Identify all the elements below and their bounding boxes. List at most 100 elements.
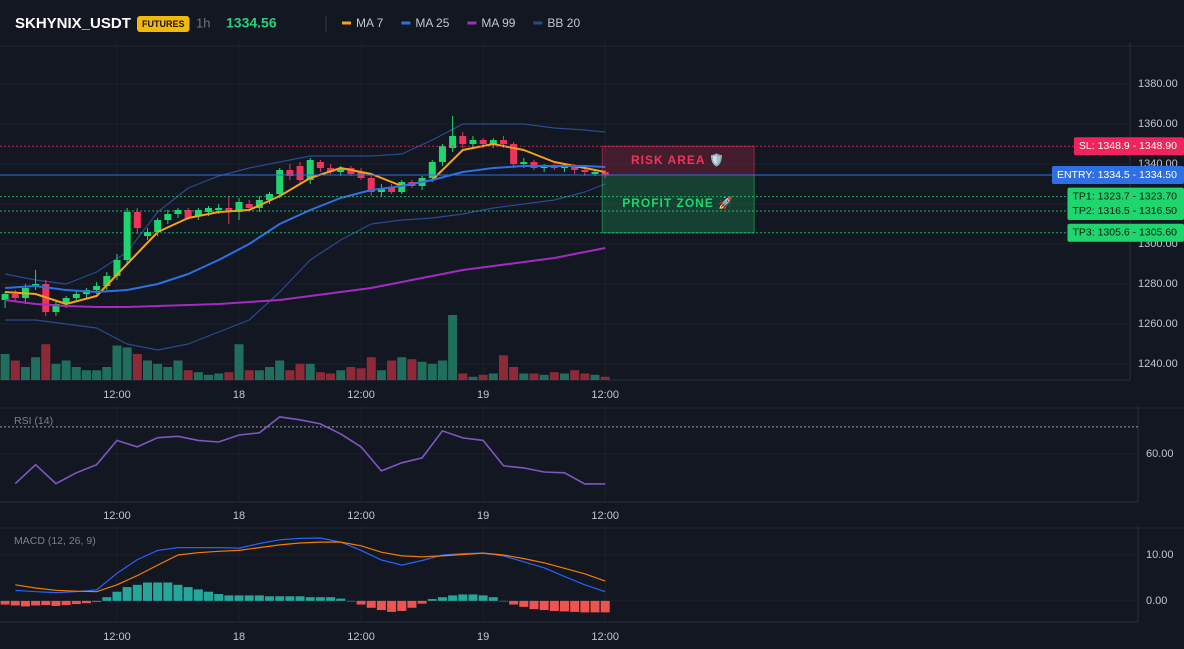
candle-body <box>479 140 487 144</box>
legend-label: MA 7 <box>356 16 384 30</box>
volume-bar <box>102 367 112 380</box>
histogram-bar <box>437 597 447 601</box>
histogram-bar <box>275 596 285 601</box>
volume-bar <box>427 363 437 380</box>
candle-body <box>327 168 335 172</box>
bb-lower <box>5 183 606 351</box>
candle-body <box>591 172 599 174</box>
candle-body <box>194 210 202 216</box>
volume-bar <box>336 370 346 380</box>
candle-body <box>62 298 70 304</box>
legend-label: MA 25 <box>415 16 449 30</box>
level-label: TP2: 1316.5 - 1316.50 <box>1073 205 1178 217</box>
histogram-bar <box>468 594 478 601</box>
volume-bar <box>326 373 336 380</box>
volume-bar <box>539 374 549 380</box>
y-tick-label: 1280.00 <box>1138 278 1178 290</box>
y-tick-label: 1360.00 <box>1138 118 1178 130</box>
histogram-bar <box>193 589 203 601</box>
candle-body <box>103 276 111 286</box>
macd-line <box>15 537 606 594</box>
candle-body <box>601 172 609 175</box>
histogram-bar <box>204 591 214 601</box>
histogram-bar <box>326 597 336 601</box>
histogram-bar <box>214 593 224 601</box>
volume-bar <box>376 370 386 380</box>
volume-bar <box>51 363 61 380</box>
histogram-bar <box>397 600 407 611</box>
histogram-bar <box>183 587 193 601</box>
level-label-background <box>1067 187 1184 206</box>
volume-bar <box>92 370 102 380</box>
histogram-bar <box>234 595 244 601</box>
candle-body <box>72 294 80 298</box>
badge: FUTURES <box>142 19 185 29</box>
volume-bar <box>498 355 508 380</box>
volume-bar <box>519 373 529 380</box>
zone-label: RISK AREA 🛡️ <box>631 153 725 167</box>
volume-bar <box>509 367 519 380</box>
histogram-bar <box>20 600 30 607</box>
histogram-bar <box>387 600 397 612</box>
volume-bar <box>71 367 81 380</box>
candle-body <box>255 200 263 208</box>
x-tick-label: 19 <box>477 389 489 401</box>
candle-body <box>113 260 121 276</box>
volume-bar <box>234 344 244 380</box>
candle-body <box>438 146 446 162</box>
histogram-bar <box>366 600 376 608</box>
volume-bar <box>305 363 315 380</box>
volume-bar <box>61 360 71 380</box>
histogram-bar <box>427 599 437 601</box>
candle-body <box>377 188 385 192</box>
x-tick-label: 12:00 <box>103 510 131 522</box>
candle-body <box>133 212 141 228</box>
candle-body <box>225 208 233 212</box>
volume-bar <box>315 372 325 380</box>
histogram-bar <box>407 600 417 608</box>
level-label: ENTRY: 1334.5 - 1334.50 <box>1057 169 1177 181</box>
macd-line <box>15 541 606 593</box>
candle-body <box>469 140 477 144</box>
volume-bar <box>132 354 142 380</box>
volume-bar <box>488 373 498 380</box>
bb-upper <box>4 123 606 285</box>
volume-bar <box>407 359 417 380</box>
histogram-bar <box>305 597 315 601</box>
x-tick-label: 12:00 <box>347 510 375 522</box>
volume-bar <box>275 360 285 380</box>
volume-bar <box>244 370 254 380</box>
volume-bar <box>173 360 183 380</box>
volume-bar <box>356 368 366 380</box>
candle-body <box>123 212 131 260</box>
histogram-bar <box>61 600 71 606</box>
level-label-background <box>1067 202 1184 220</box>
candle-body <box>459 136 467 144</box>
candle-body <box>215 208 223 210</box>
histogram-bar <box>102 597 112 601</box>
volume-bar <box>112 345 122 380</box>
candle-body <box>296 166 304 180</box>
y-tick-label: 1260.00 <box>1138 318 1178 330</box>
candle-body <box>154 220 162 232</box>
histogram-bar <box>417 600 427 604</box>
histogram-bar <box>295 596 305 601</box>
candle-body <box>388 188 396 192</box>
volume-bar <box>570 370 580 380</box>
candle-body <box>184 210 192 218</box>
histogram-bar <box>509 600 519 605</box>
candle-body <box>337 168 345 172</box>
volume-bar <box>437 360 447 380</box>
candle-body <box>174 210 182 214</box>
histogram-bar <box>590 600 600 613</box>
histogram-bar <box>122 587 132 601</box>
histogram-bar <box>142 582 152 601</box>
level-label-background <box>1067 223 1184 242</box>
volume-bar <box>417 361 427 380</box>
volume-bar <box>122 347 132 380</box>
histogram-bar <box>448 595 458 601</box>
histogram-bar <box>41 600 51 606</box>
y-tick-label: 1240.00 <box>1138 358 1178 370</box>
candle-body <box>1 294 9 300</box>
volume-bar <box>549 372 559 380</box>
